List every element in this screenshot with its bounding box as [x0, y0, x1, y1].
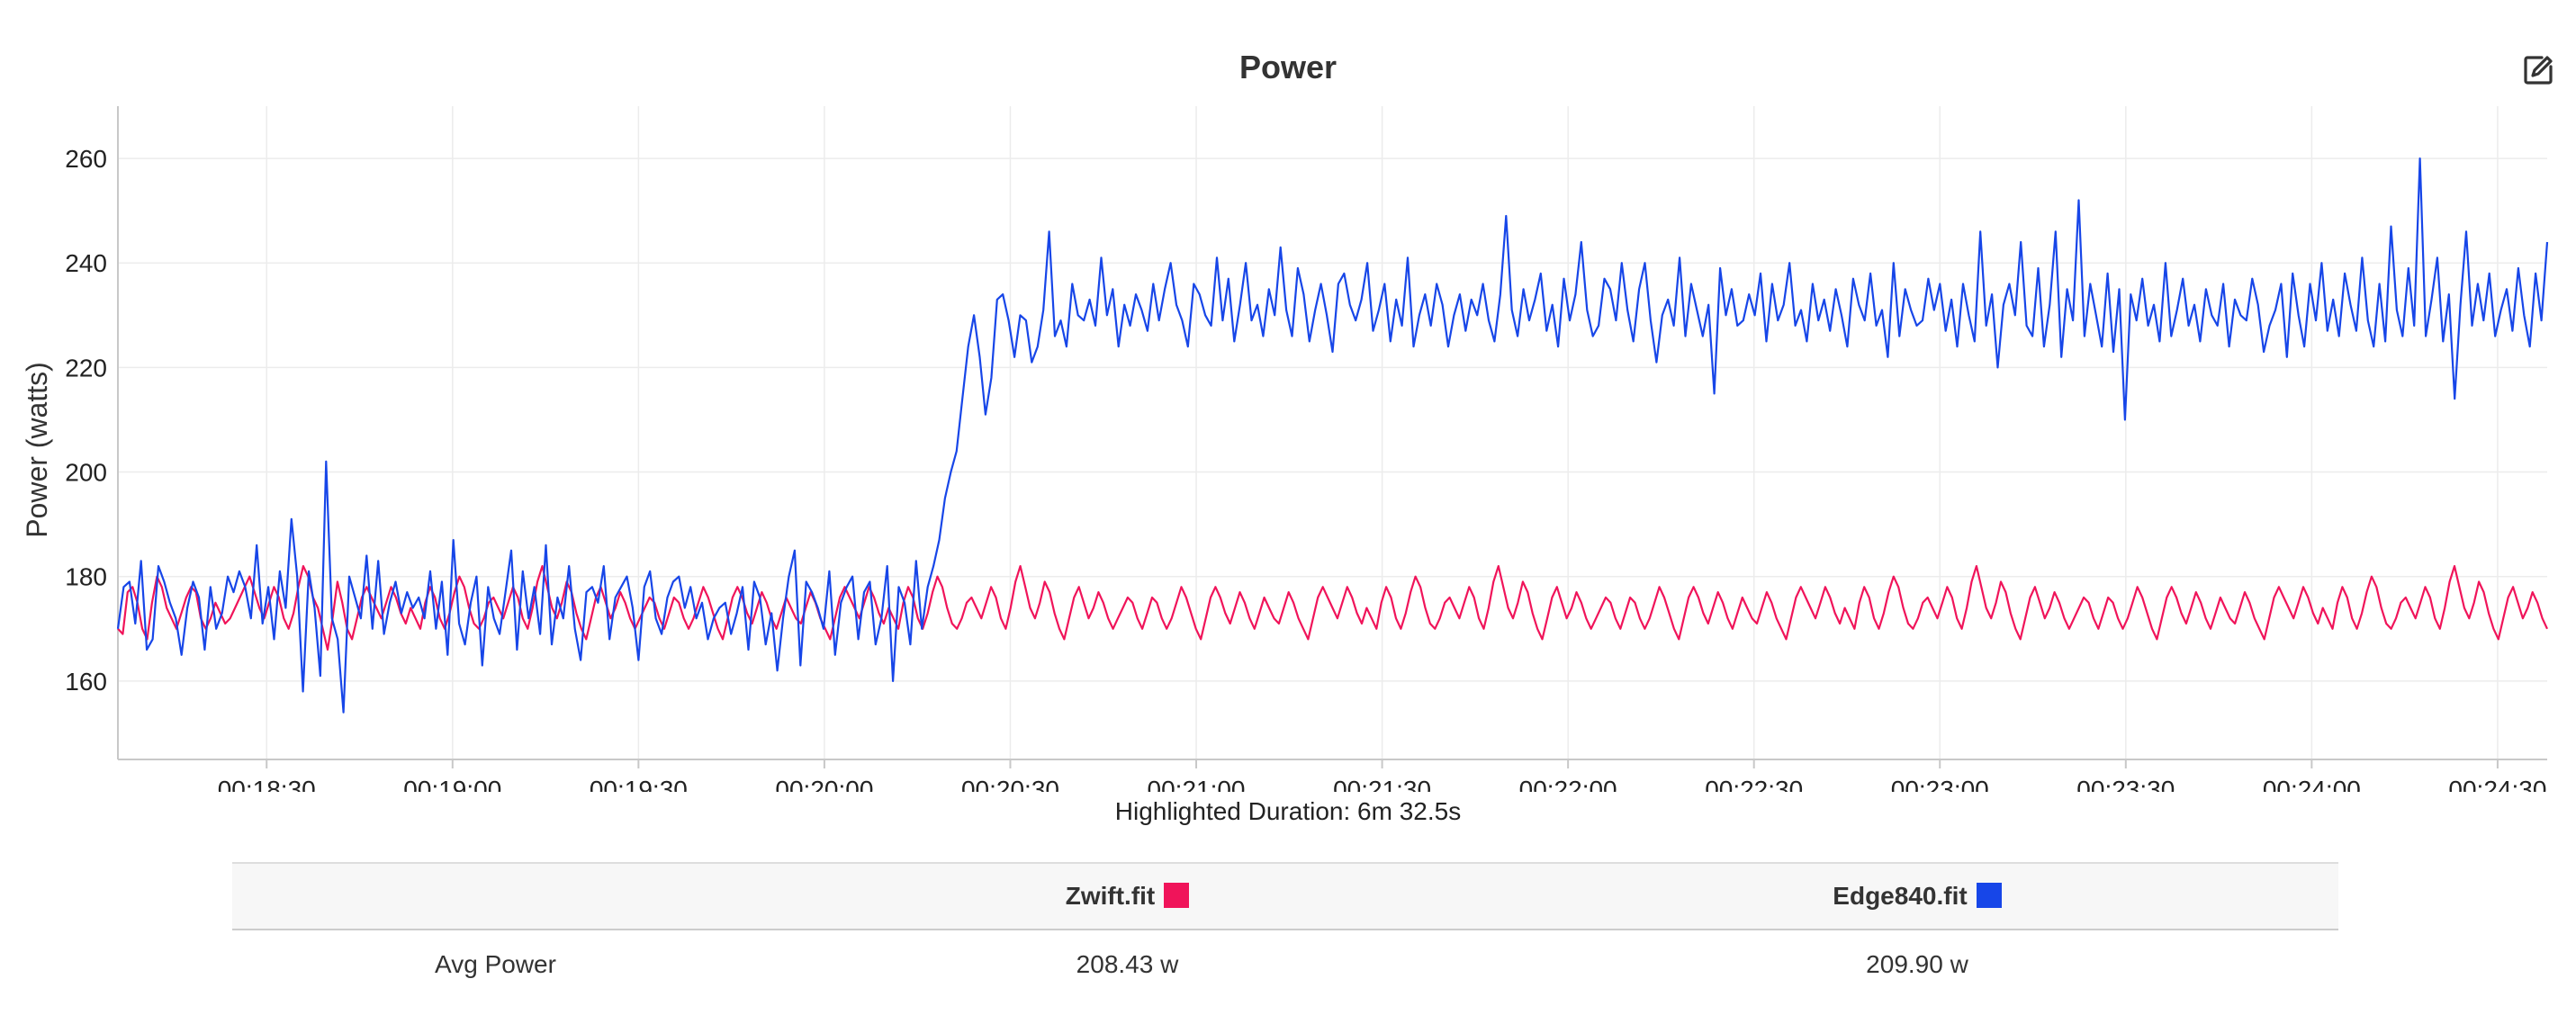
summary-table: Zwift.fit Edge840.fit Avg Power 208.43 w…: [232, 862, 2338, 999]
x-tick-label: 00:24:30: [2448, 776, 2546, 792]
zwift-color-swatch: [1164, 883, 1190, 908]
grid: [118, 106, 2547, 768]
chart-title: Power: [1238, 49, 1338, 85]
zwift-value: 208.43 w: [1076, 950, 1179, 978]
x-tick-label: 00:22:00: [1519, 776, 1617, 792]
y-tick-label: 240: [65, 249, 107, 277]
y-tick-label: 180: [65, 563, 107, 591]
power-chart: 160 180 200 220 240 260 00:18:30 00:19:00 00:19…: [21, 106, 2549, 792]
axes: [117, 106, 2547, 760]
x-tick-label: 00:21:30: [1333, 776, 1431, 792]
metric-name: Avg Power: [435, 950, 556, 978]
highlighted-duration: Highlighted Duration: 6m 32.5s: [1114, 797, 1462, 825]
table-header-row: Zwift.fit Edge840.fit: [232, 862, 2338, 930]
x-tick-label: 00:24:00: [2263, 776, 2361, 792]
y-tick-label: 260: [65, 145, 107, 173]
y-tick-label: 220: [65, 354, 107, 382]
x-tick-label: 00:19:00: [403, 776, 501, 792]
x-ticks: 00:18:30 00:19:00 00:19:30 00:20:00 00:20:30…: [218, 776, 2547, 792]
table-row: Avg Power 208.43 w 209.90 w: [232, 930, 2338, 999]
table-header-zwift: Zwift.fit: [759, 862, 1496, 930]
edge-color-swatch: [1976, 883, 2002, 908]
column-label: Zwift.fit: [1065, 882, 1156, 910]
table-header-metric: [232, 862, 759, 930]
edge-value: 209.90 w: [1866, 950, 1968, 978]
x-tick-label: 00:22:30: [1705, 776, 1803, 792]
x-tick-label: 00:18:30: [218, 776, 316, 792]
x-tick-label: 00:23:30: [2076, 776, 2175, 792]
y-tick-label: 200: [65, 459, 107, 487]
y-tick-label: 160: [65, 668, 107, 696]
column-label: Edge840.fit: [1833, 882, 1968, 910]
x-tick-label: 00:20:30: [961, 776, 1059, 792]
table-header-edge: Edge840.fit: [1496, 862, 2338, 930]
x-tick-label: 00:21:00: [1148, 776, 1246, 792]
x-tick-label: 00:23:00: [1891, 776, 1989, 792]
series-line-1: [116, 157, 2549, 714]
series: [116, 157, 2549, 714]
series-line-0: [117, 564, 2548, 651]
y-axis-label: Power (watts): [21, 362, 53, 538]
x-tick-label: 00:20:00: [775, 776, 873, 792]
x-tick-label: 00:19:30: [590, 776, 688, 792]
edit-icon[interactable]: [2520, 52, 2556, 88]
y-ticks: 160 180 200 220 240 260: [65, 145, 107, 696]
